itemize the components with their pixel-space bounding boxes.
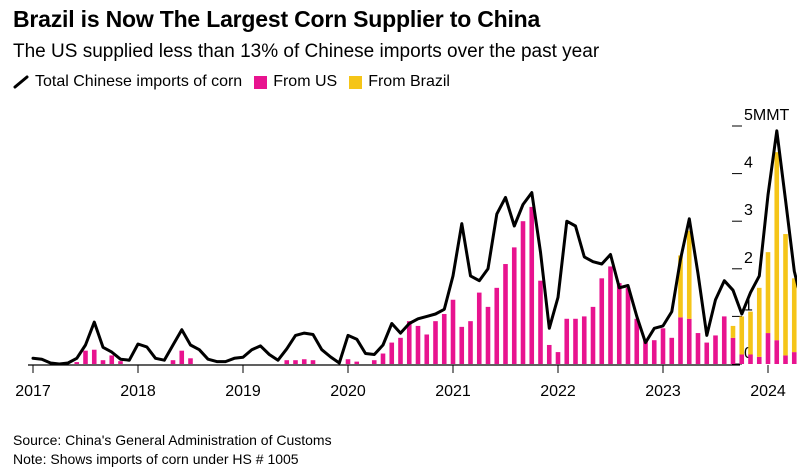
bar-us bbox=[652, 340, 657, 364]
bar-us bbox=[687, 319, 692, 364]
bar-us bbox=[416, 326, 421, 364]
bar-us bbox=[573, 319, 578, 364]
chart-plot: 012345MMT2017201820192020202120222023202… bbox=[0, 0, 797, 474]
bar-us bbox=[407, 321, 412, 364]
bar-us bbox=[757, 357, 762, 364]
bar-us bbox=[564, 319, 569, 364]
bar-us bbox=[424, 334, 429, 364]
bar-us bbox=[311, 360, 316, 364]
bar-brazil bbox=[739, 316, 744, 354]
bar-us bbox=[529, 207, 534, 364]
bar-us bbox=[766, 333, 771, 364]
bar-us bbox=[293, 360, 298, 364]
bar-us bbox=[346, 359, 351, 364]
bar-us bbox=[512, 247, 517, 364]
bar-brazil bbox=[783, 234, 788, 355]
bar-us bbox=[731, 338, 736, 364]
bar-us bbox=[372, 360, 377, 364]
bar-us bbox=[433, 321, 438, 364]
x-tick-label: 2022 bbox=[540, 383, 576, 400]
bar-us bbox=[591, 307, 596, 364]
bar-us bbox=[389, 343, 394, 364]
bar-brazil bbox=[687, 231, 692, 319]
x-tick-label: 2023 bbox=[645, 383, 681, 400]
bar-us bbox=[494, 288, 499, 364]
bar-us bbox=[92, 350, 97, 364]
bar-us bbox=[468, 321, 473, 364]
bar-us bbox=[101, 360, 106, 364]
bar-us bbox=[582, 316, 587, 364]
bar-us bbox=[398, 338, 403, 364]
bar-us bbox=[284, 360, 289, 364]
bar-us bbox=[188, 358, 193, 364]
bar-us bbox=[459, 327, 464, 364]
bar-us bbox=[713, 335, 718, 364]
x-tick-label: 2017 bbox=[15, 383, 51, 400]
bar-us bbox=[83, 351, 88, 364]
bar-brazil bbox=[748, 312, 753, 355]
bar-us bbox=[783, 355, 788, 364]
bar-us bbox=[521, 221, 526, 364]
bar-us bbox=[792, 352, 797, 364]
bar-us bbox=[617, 283, 622, 364]
x-tick-label: 2020 bbox=[330, 383, 366, 400]
bar-us bbox=[556, 352, 561, 364]
bar-brazil bbox=[766, 252, 771, 333]
bar-us bbox=[626, 288, 631, 364]
bar-us bbox=[354, 362, 359, 364]
bar-us bbox=[381, 354, 386, 364]
bar-us bbox=[302, 359, 307, 364]
y-tick-label: 4 bbox=[744, 155, 753, 172]
bar-us bbox=[678, 317, 683, 364]
bar-us bbox=[599, 278, 604, 364]
bar-brazil bbox=[774, 152, 779, 340]
x-tick-label: 2019 bbox=[225, 383, 261, 400]
bar-us bbox=[608, 266, 613, 364]
bar-brazil bbox=[792, 278, 797, 352]
x-tick-label: 2021 bbox=[435, 383, 471, 400]
bar-us bbox=[477, 293, 482, 364]
bar-us bbox=[696, 333, 701, 364]
bar-us bbox=[442, 314, 447, 364]
bar-us bbox=[179, 351, 184, 364]
bar-brazil bbox=[731, 326, 736, 338]
x-tick-label: 2018 bbox=[120, 383, 156, 400]
bar-us bbox=[669, 338, 674, 364]
bar-us bbox=[109, 355, 114, 364]
bar-brazil bbox=[757, 288, 762, 357]
bar-us bbox=[118, 361, 123, 364]
footer-note: Note: Shows imports of corn under HS # 1… bbox=[13, 451, 299, 467]
bar-us bbox=[547, 345, 552, 364]
bar-us bbox=[661, 328, 666, 364]
bar-us bbox=[538, 281, 543, 364]
bar-us bbox=[451, 300, 456, 364]
y-tick-label: 3 bbox=[744, 202, 753, 219]
bar-us bbox=[503, 264, 508, 364]
bar-us bbox=[486, 307, 491, 364]
bar-us bbox=[171, 360, 176, 364]
bar-us bbox=[722, 316, 727, 364]
y-tick-label: 5MMT bbox=[744, 107, 790, 124]
bar-us bbox=[739, 354, 744, 364]
bar-us bbox=[748, 354, 753, 364]
bar-us bbox=[774, 340, 779, 364]
bar-us bbox=[74, 362, 79, 364]
bar-us bbox=[704, 343, 709, 364]
footer-source: Source: China's General Administration o… bbox=[13, 432, 332, 448]
x-tick-label: 2024 bbox=[750, 383, 786, 400]
y-tick-label: 2 bbox=[744, 250, 753, 267]
